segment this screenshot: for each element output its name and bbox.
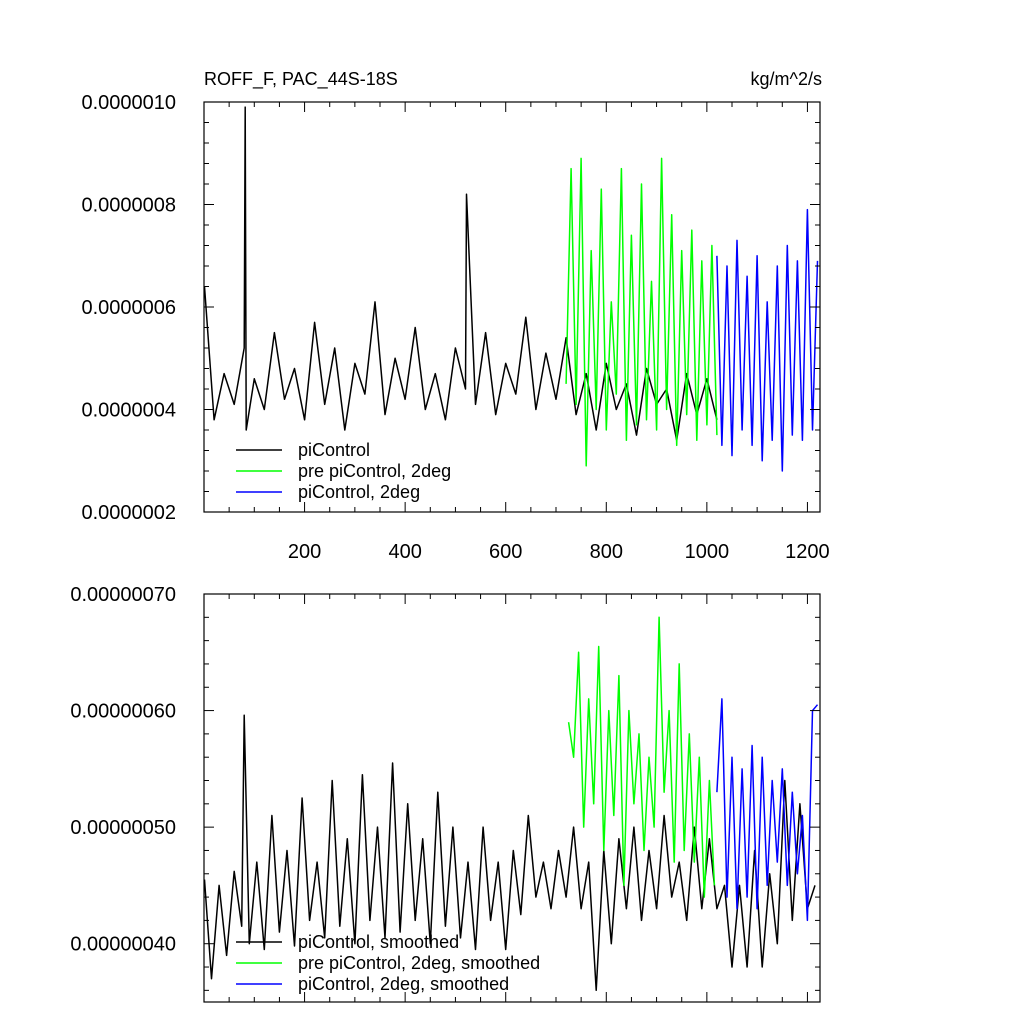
top-plot-frame [203,101,821,513]
bottom-legend-label-picontrol-smoothed: piControl, smoothed [298,932,459,952]
top-series-picontrol [203,106,718,442]
bottom-plot-frame [203,593,821,1003]
top-legend-label-picontrol-2deg: piControl, 2deg [298,482,420,502]
top-ytick-label: 0.0000010 [81,92,176,114]
top-series-group [203,106,819,472]
top-ytick-label: 0.0000008 [81,195,176,217]
bottom-ytick-label: 0.00000070 [70,584,176,606]
chart-units: kg/m^2/s [751,69,822,89]
top-axes: 0.0000002 0.0000004 0.0000006 0.0000008 0.00… [81,92,829,563]
top-panel: ROFF_F, PAC_44S-18S kg/m^2/s 0.00000020.… [81,69,829,563]
bottom-ytick-label: 0.00000040 [70,934,176,956]
top-xtick-label: 1000 [685,541,730,563]
top-xtick-label: 400 [388,541,421,563]
top-legend-label-picontrol: piControl [298,440,370,460]
top-series-picontrol-2deg [716,208,819,472]
bottom-axes: 0.00000040 0.00000050 0.00000060 0.00000070 [70,584,820,1002]
chart-title: ROFF_F, PAC_44S-18S [204,69,398,90]
bottom-ytick-label: 0.00000060 [70,701,176,723]
top-legend-label-pre-picontrol-2deg: pre piControl, 2deg [298,461,451,481]
bottom-panel: 0.00000040 0.00000050 0.00000060 0.00000070… [70,584,821,1003]
top-xtick-label: 600 [489,541,522,563]
bottom-series-picontrol-smoothed [203,714,816,992]
bottom-series-pre-picontrol-2deg-smoothed [567,616,716,898]
top-series-pre-picontrol-2deg [565,157,718,467]
top-xtick-label: 200 [288,541,321,563]
bottom-series-group [203,616,819,992]
top-ytick-label: 0.0000002 [81,502,176,524]
bottom-series-picontrol-2deg-smoothed [716,698,819,922]
bottom-ytick-label: 0.00000050 [70,817,176,839]
top-ytick-label: 0.0000004 [81,400,176,422]
top-xtick-label: 800 [590,541,623,563]
bottom-legend-label-picontrol-2deg-smoothed: piControl, 2deg, smoothed [298,974,509,994]
top-ytick-label: 0.0000006 [81,297,176,319]
top-xtick-label: 1200 [785,541,830,563]
bottom-legend-label-pre-picontrol-2deg-smoothed: pre piControl, 2deg, smoothed [298,953,540,973]
